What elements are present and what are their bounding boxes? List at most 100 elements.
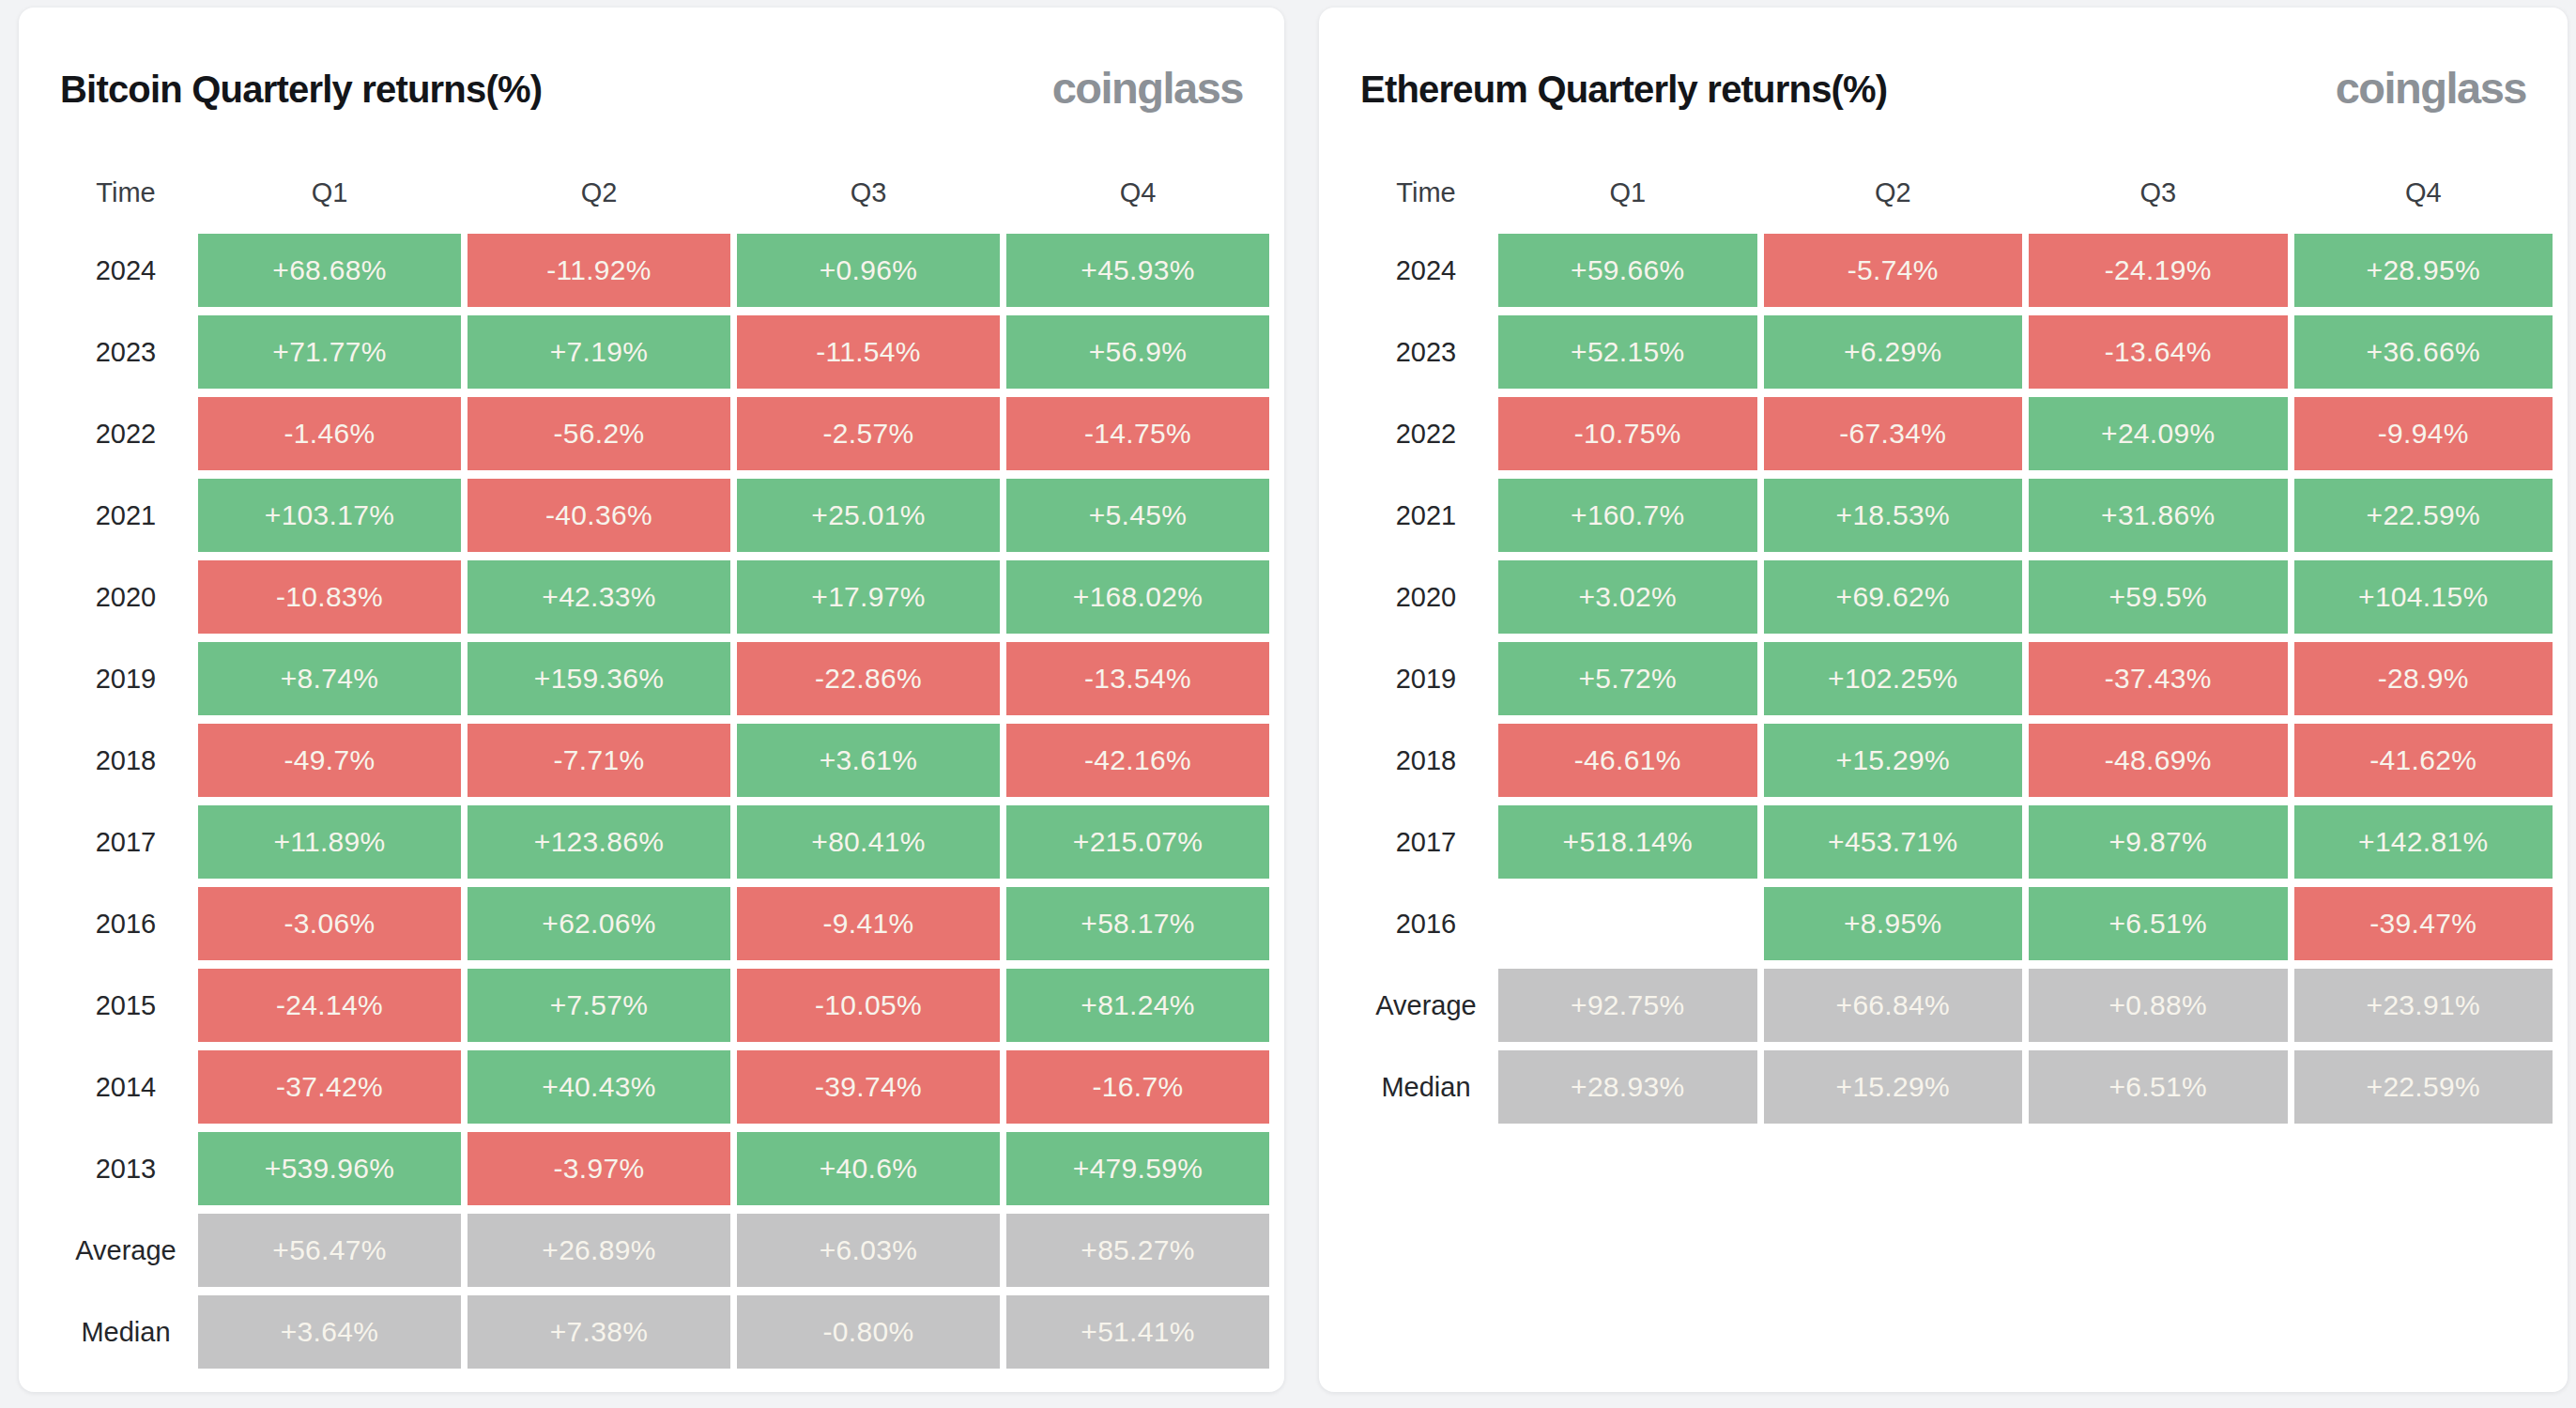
coinglass-logo: coinglass: [2336, 68, 2526, 109]
return-cell: -28.9%: [2294, 642, 2553, 715]
return-cell: +71.77%: [198, 315, 461, 389]
table-header-row: TimeQ1Q2Q3Q4: [1360, 176, 2553, 209]
return-cell: -39.74%: [737, 1050, 1000, 1124]
row-label: 2014: [60, 1050, 192, 1124]
return-cell: -48.69%: [2029, 724, 2288, 797]
return-cell: +7.19%: [468, 315, 730, 389]
return-cell: +23.91%: [2294, 969, 2553, 1042]
card-header: Bitcoin Quarterly returns(%) coinglass: [60, 68, 1243, 111]
row-label: 2023: [60, 315, 192, 389]
return-cell: -3.06%: [198, 887, 461, 960]
return-cell: -41.62%: [2294, 724, 2553, 797]
return-cell: -37.43%: [2029, 642, 2288, 715]
row-label: 2024: [60, 234, 192, 307]
table-body: 2024+59.66%-5.74%-24.19%+28.95%2023+52.1…: [1360, 234, 2553, 1124]
row-label: 2019: [1360, 642, 1492, 715]
return-cell: +104.15%: [2294, 560, 2553, 634]
table-title: Ethereum Quarterly returns(%): [1360, 68, 1887, 111]
return-cell: +11.89%: [198, 805, 461, 879]
return-cell: +160.7%: [1498, 479, 1757, 552]
return-cell: +66.84%: [1764, 969, 2023, 1042]
return-cell: +6.29%: [1764, 315, 2023, 389]
column-header: Q2: [1764, 176, 2023, 209]
return-cell: +31.86%: [2029, 479, 2288, 552]
row-label: 2013: [60, 1132, 192, 1205]
column-header: Q3: [737, 176, 1000, 209]
return-cell: +18.53%: [1764, 479, 2023, 552]
return-cell: [1498, 887, 1757, 960]
return-cell: -13.64%: [2029, 315, 2288, 389]
return-cell: -16.7%: [1006, 1050, 1269, 1124]
return-cell: -56.2%: [468, 397, 730, 470]
return-cell: +6.03%: [737, 1214, 1000, 1287]
return-cell: -39.47%: [2294, 887, 2553, 960]
return-cell: -67.34%: [1764, 397, 2023, 470]
return-cell: +80.41%: [737, 805, 1000, 879]
return-cell: +5.45%: [1006, 479, 1269, 552]
return-cell: +85.27%: [1006, 1214, 1269, 1287]
return-cell: -7.71%: [468, 724, 730, 797]
row-label: 2018: [60, 724, 192, 797]
return-cell: +26.89%: [468, 1214, 730, 1287]
return-cell: +3.02%: [1498, 560, 1757, 634]
return-cell: +142.81%: [2294, 805, 2553, 879]
row-label: 2021: [1360, 479, 1492, 552]
return-cell: -9.41%: [737, 887, 1000, 960]
row-label: 2018: [1360, 724, 1492, 797]
return-cell: -10.83%: [198, 560, 461, 634]
return-cell: +59.66%: [1498, 234, 1757, 307]
return-cell: -13.54%: [1006, 642, 1269, 715]
ethereum-returns-card: Ethereum Quarterly returns(%) coinglass …: [1319, 8, 2568, 1392]
return-cell: +215.07%: [1006, 805, 1269, 879]
return-cell: +92.75%: [1498, 969, 1757, 1042]
return-cell: +28.93%: [1498, 1050, 1757, 1124]
table-body: 2024+68.68%-11.92%+0.96%+45.93%2023+71.7…: [60, 234, 1269, 1369]
return-cell: +0.88%: [2029, 969, 2288, 1042]
return-cell: +36.66%: [2294, 315, 2553, 389]
return-cell: +7.57%: [468, 969, 730, 1042]
row-label: 2022: [60, 397, 192, 470]
return-cell: -3.97%: [468, 1132, 730, 1205]
return-cell: +58.17%: [1006, 887, 1269, 960]
return-cell: -11.92%: [468, 234, 730, 307]
row-label: 2021: [60, 479, 192, 552]
column-header: Q2: [468, 176, 730, 209]
row-label: 2022: [1360, 397, 1492, 470]
return-cell: +59.5%: [2029, 560, 2288, 634]
return-cell: +62.06%: [468, 887, 730, 960]
coinglass-logo: coinglass: [1052, 68, 1243, 109]
return-cell: +81.24%: [1006, 969, 1269, 1042]
row-label: Median: [60, 1295, 192, 1369]
return-cell: +68.68%: [198, 234, 461, 307]
return-cell: +40.43%: [468, 1050, 730, 1124]
return-cell: +5.72%: [1498, 642, 1757, 715]
row-label: 2017: [1360, 805, 1492, 879]
return-cell: +15.29%: [1764, 1050, 2023, 1124]
return-cell: +17.97%: [737, 560, 1000, 634]
column-header: Q1: [198, 176, 461, 209]
return-cell: -46.61%: [1498, 724, 1757, 797]
row-label: 2016: [1360, 887, 1492, 960]
return-cell: +518.14%: [1498, 805, 1757, 879]
return-cell: +453.71%: [1764, 805, 2023, 879]
return-cell: +123.86%: [468, 805, 730, 879]
return-cell: +539.96%: [198, 1132, 461, 1205]
return-cell: +22.59%: [2294, 1050, 2553, 1124]
return-cell: +8.95%: [1764, 887, 2023, 960]
row-label: 2023: [1360, 315, 1492, 389]
return-cell: -11.54%: [737, 315, 1000, 389]
return-cell: +6.51%: [2029, 887, 2288, 960]
return-cell: +103.17%: [198, 479, 461, 552]
return-cell: -5.74%: [1764, 234, 2023, 307]
return-cell: +479.59%: [1006, 1132, 1269, 1205]
row-label: 2024: [1360, 234, 1492, 307]
return-cell: +7.38%: [468, 1295, 730, 1369]
return-cell: +56.9%: [1006, 315, 1269, 389]
card-header: Ethereum Quarterly returns(%) coinglass: [1360, 68, 2526, 111]
table-header-row: TimeQ1Q2Q3Q4: [60, 176, 1269, 209]
row-label: 2020: [1360, 560, 1492, 634]
return-cell: -0.80%: [737, 1295, 1000, 1369]
return-cell: +28.95%: [2294, 234, 2553, 307]
column-header: Time: [60, 176, 192, 209]
column-header: Q1: [1498, 176, 1757, 209]
